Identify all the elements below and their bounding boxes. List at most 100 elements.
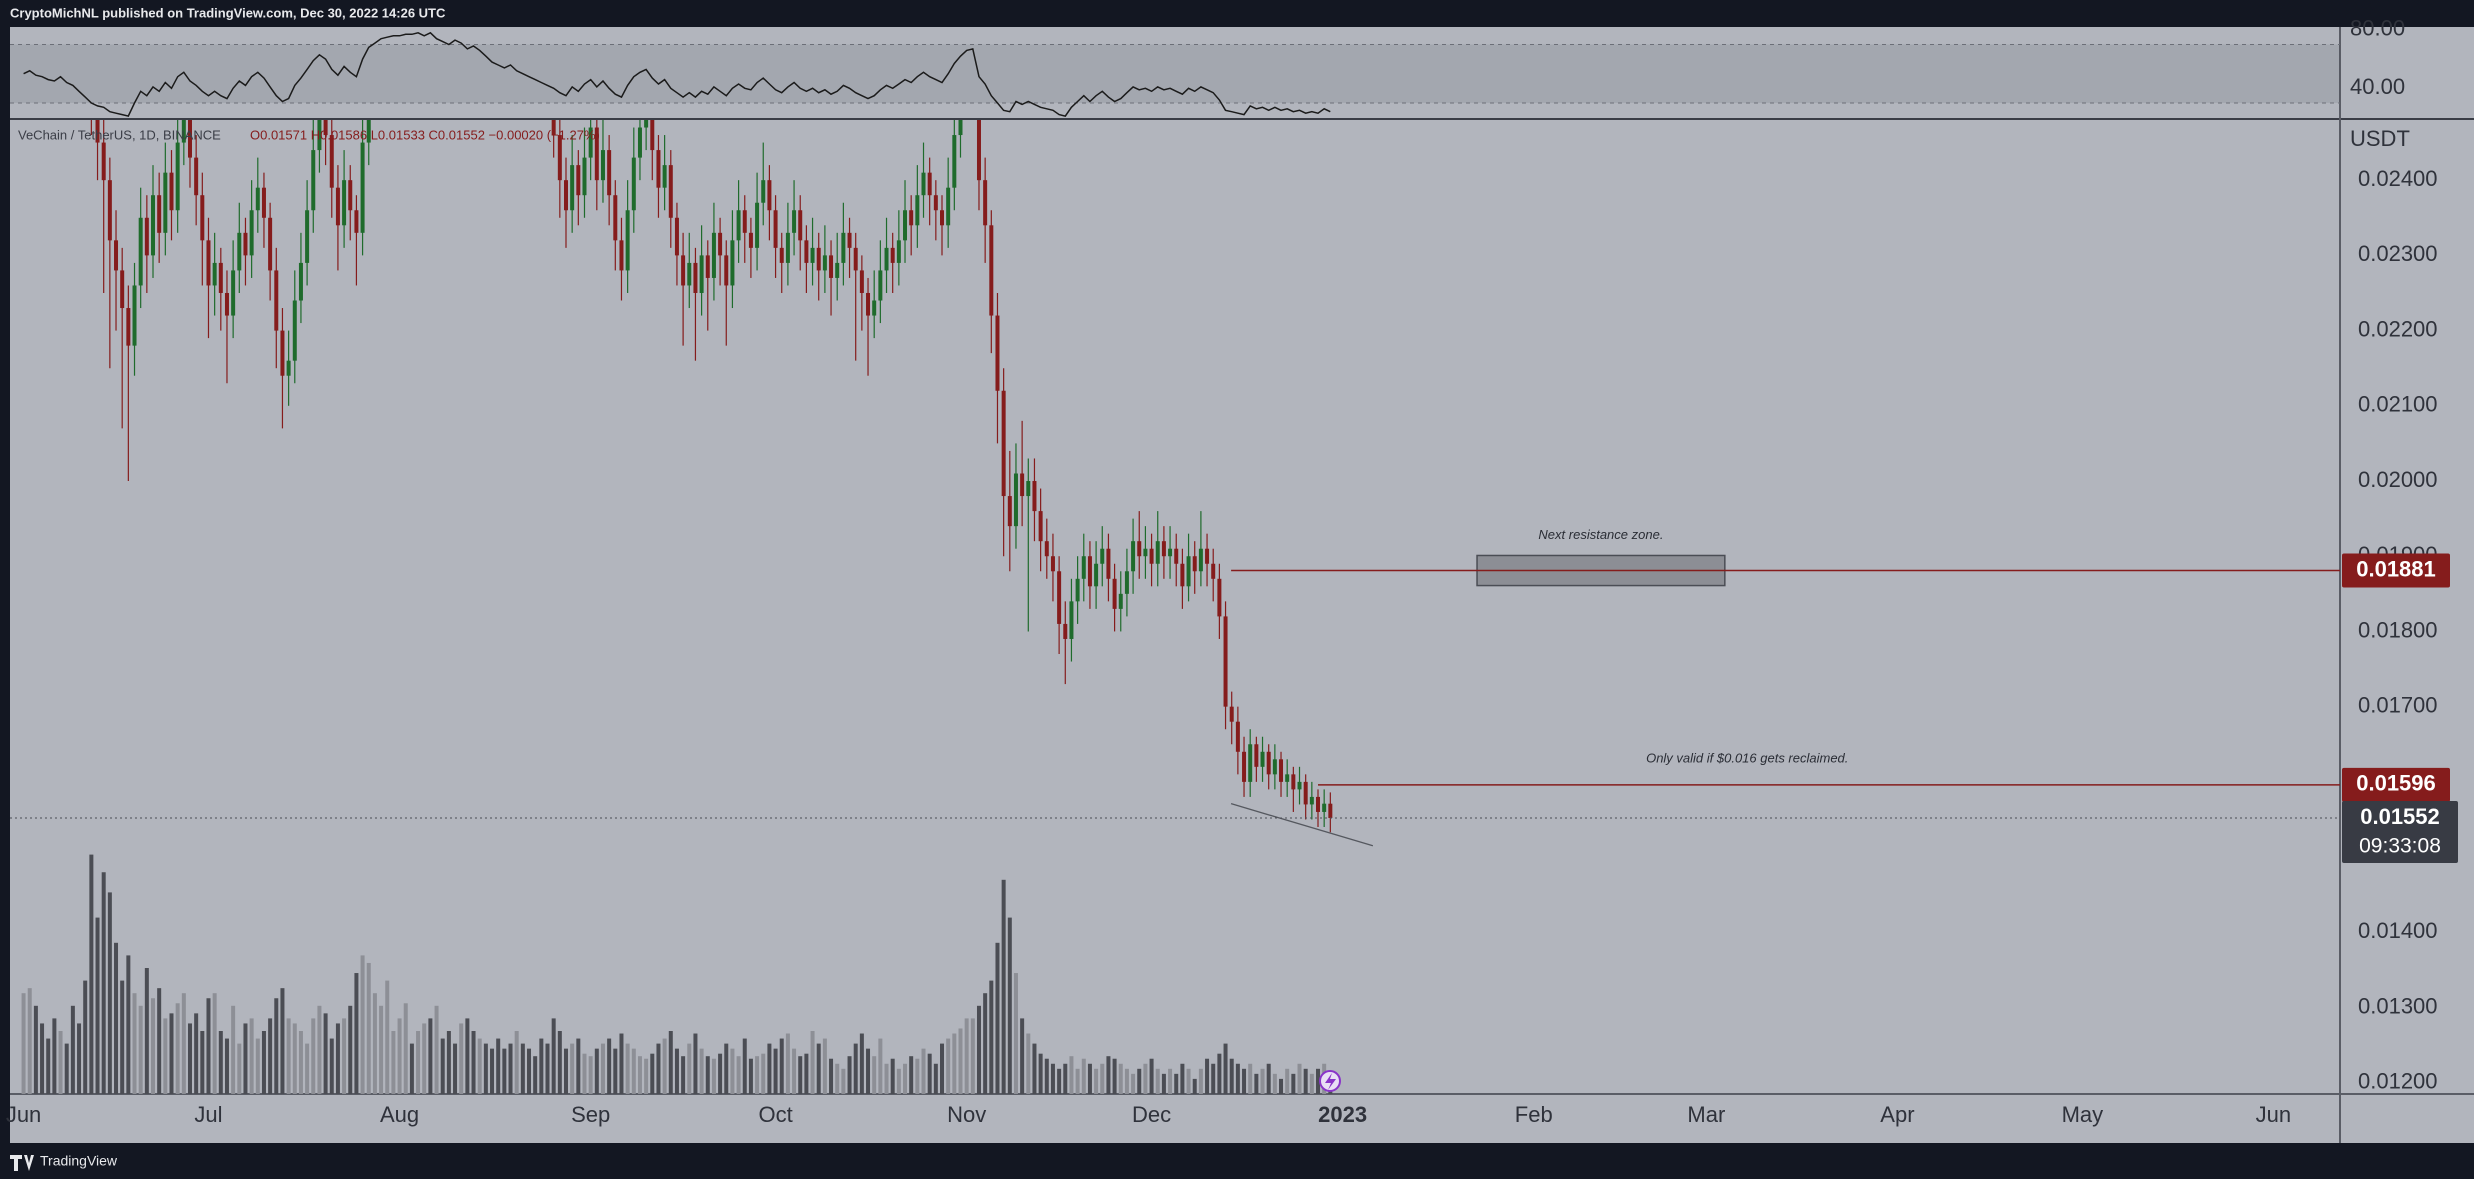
volume-bar — [767, 1043, 772, 1094]
volume-bar — [1285, 1068, 1290, 1094]
volume-bar — [1254, 1073, 1259, 1094]
candle-body — [958, 120, 963, 136]
rsi-tick-label: 40.00 — [2350, 74, 2405, 99]
candle-body — [1112, 578, 1117, 609]
candle-body — [705, 255, 710, 278]
volume-bar — [742, 1038, 747, 1094]
volume-bar — [866, 1048, 871, 1094]
candle-body — [126, 308, 131, 346]
volume-bar — [711, 1058, 716, 1094]
tv-logo — [10, 1155, 34, 1171]
candle-body — [255, 187, 260, 211]
volume-bar — [1143, 1063, 1148, 1094]
volume-bar — [822, 1038, 827, 1094]
volume-bar — [126, 955, 131, 1094]
candle-body — [360, 142, 365, 233]
volume-bar — [859, 1033, 864, 1094]
volume-bar — [656, 1043, 661, 1094]
volume-bar — [372, 993, 377, 1094]
volume-bar — [1100, 1063, 1105, 1094]
level-tag — [2342, 553, 2450, 588]
candle-body — [594, 127, 599, 181]
volume-bar — [761, 1053, 766, 1094]
volume-bar — [693, 1033, 698, 1094]
candle-body — [761, 180, 766, 203]
candle-body — [619, 240, 624, 271]
candle-body — [1161, 541, 1166, 557]
candle-body — [163, 172, 168, 233]
candle-body — [798, 210, 803, 241]
candle-body — [261, 187, 266, 218]
candle-body — [779, 247, 784, 263]
zone-label: Next resistance zone. — [1538, 527, 1663, 542]
candle-body — [1309, 796, 1314, 805]
volume-bar — [64, 1043, 69, 1094]
candle-body — [699, 255, 704, 293]
x-tick-label: Aug — [380, 1102, 419, 1127]
volume-bar — [243, 1023, 248, 1094]
countdown-label: 09:33:08 — [2359, 835, 2441, 858]
candle-body — [613, 195, 618, 241]
volume-bar — [459, 1023, 464, 1094]
volume-bar — [995, 942, 1000, 1094]
volume-bar — [181, 993, 186, 1094]
candle-body — [644, 120, 649, 128]
volume-bar — [206, 998, 211, 1094]
volume-bar — [921, 1048, 926, 1094]
candle-body — [792, 210, 797, 233]
candle-body — [866, 292, 871, 316]
volume-bar — [1266, 1063, 1271, 1094]
candle-body — [101, 142, 106, 181]
volume-bar — [1272, 1073, 1277, 1094]
volume-bar — [1131, 1073, 1136, 1094]
volume-bar — [847, 1056, 852, 1094]
volume-bar — [909, 1056, 914, 1094]
y-tick-label: 0.02400 — [2358, 166, 2438, 191]
volume-bar — [428, 1018, 433, 1094]
candle-body — [212, 262, 217, 286]
candle-body — [730, 240, 735, 286]
volume-bar — [903, 1063, 908, 1094]
volume-bar — [551, 1018, 556, 1094]
candle-body — [1174, 548, 1179, 564]
volume-bar — [1149, 1058, 1154, 1094]
candle-body — [785, 232, 790, 263]
volume-bar — [1124, 1068, 1129, 1094]
volume-bar — [527, 1048, 532, 1094]
candle-body — [995, 315, 1000, 391]
rsi-band — [10, 44, 2340, 103]
volume-bar — [471, 1031, 476, 1094]
volume-bar — [40, 1023, 45, 1094]
trend-line — [1230, 803, 1374, 847]
level-tag-label: 0.01596 — [2356, 771, 2436, 796]
candle-body — [588, 127, 593, 158]
volume-bar — [1106, 1056, 1111, 1094]
volume-bar — [650, 1053, 655, 1094]
volume-bar — [163, 1018, 168, 1094]
candle-body — [859, 270, 864, 293]
volume-bar — [348, 1005, 353, 1094]
candle-body — [551, 120, 556, 136]
volume-bar — [804, 1053, 809, 1094]
volume-bar — [687, 1043, 692, 1094]
candle-body — [1081, 556, 1086, 579]
volume-bar — [718, 1053, 723, 1094]
volume-bar — [329, 1038, 334, 1094]
candle-body — [890, 247, 895, 263]
volume-bar — [952, 1033, 957, 1094]
candle-body — [1063, 623, 1068, 639]
volume-bar — [884, 1063, 889, 1094]
candle-body — [1143, 548, 1148, 557]
candle-body — [1279, 759, 1284, 782]
volume-bar — [1180, 1063, 1185, 1094]
candle-body — [1328, 803, 1333, 818]
candle-body — [1192, 556, 1197, 572]
x-tick-label: Apr — [1880, 1102, 1914, 1127]
candle-body — [354, 210, 359, 233]
candle-body — [329, 135, 334, 188]
volume-bar — [46, 1038, 51, 1094]
volume-bar — [619, 1033, 624, 1094]
volume-bar — [582, 1053, 587, 1094]
y-tick-label: 0.01800 — [2358, 617, 2438, 642]
volume-bar — [1235, 1063, 1240, 1094]
